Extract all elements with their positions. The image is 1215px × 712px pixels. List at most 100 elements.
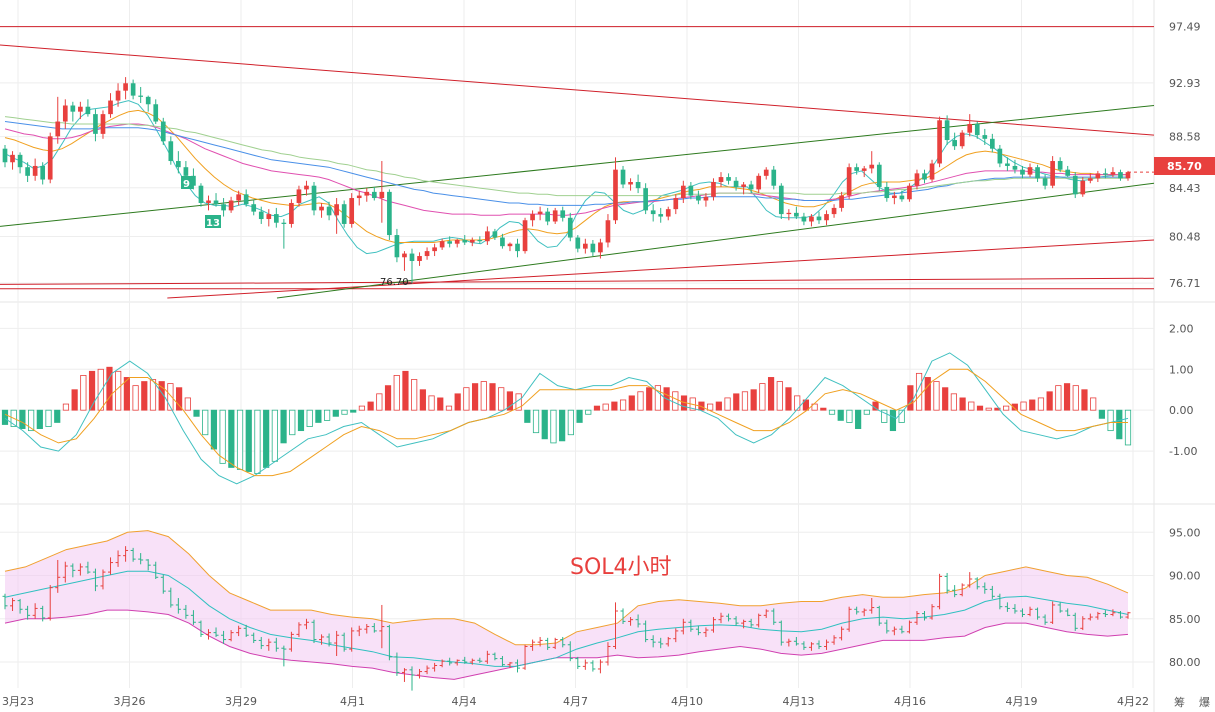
candle [944, 115, 950, 145]
macd-histogram-bar [828, 409, 836, 415]
ohlc-bar [507, 662, 513, 669]
ohlc-bar [138, 553, 144, 565]
ohlc-bar [2, 593, 8, 610]
candle-layer[interactable] [2, 77, 1131, 284]
candle [55, 96, 61, 144]
ohlc-bar [70, 563, 76, 578]
candle-body [786, 212, 792, 215]
ohlc-bar [47, 585, 53, 621]
candle-body [1057, 161, 1063, 170]
candle [507, 242, 513, 252]
candle-body [937, 120, 942, 164]
candle [349, 193, 355, 228]
candle-body [319, 206, 324, 211]
candle [394, 228, 400, 263]
macd-histogram-bar [332, 409, 339, 417]
macd-histogram-bar [280, 409, 287, 444]
macd-histogram-bar [445, 405, 453, 411]
candle-body [1027, 167, 1033, 175]
candle [1035, 164, 1040, 182]
macd-histogram-bar [654, 385, 662, 411]
ohlc-bar [854, 606, 860, 615]
macd-histogram-bar [263, 409, 270, 468]
candle [1050, 156, 1055, 189]
candle-body [1042, 178, 1048, 186]
macd-histogram-bar [1020, 401, 1027, 411]
candle [937, 116, 942, 168]
candle-body [756, 175, 762, 190]
candle-body [289, 202, 294, 224]
ohlc-bar [763, 609, 769, 618]
candle [1065, 165, 1071, 178]
candle-body [251, 204, 257, 212]
price-tick-label: 97.49 [1169, 21, 1201, 34]
macd-histogram-bar [724, 397, 731, 411]
macd-histogram-bar [45, 409, 52, 427]
ohlc-bar [205, 629, 211, 640]
ohlc-bar [937, 573, 943, 610]
candle-body [567, 217, 573, 238]
chips-label[interactable]: 筹 [1174, 695, 1185, 709]
candle-body [160, 121, 166, 142]
candle [1012, 159, 1018, 174]
macd-histogram-bar [358, 405, 366, 411]
macd-layer [1, 352, 1132, 485]
ohlc-bar [243, 624, 249, 637]
ohlc-bar [1057, 602, 1063, 613]
candle-body [40, 165, 46, 180]
candle-body [530, 214, 535, 221]
ohlc-bar [379, 604, 385, 649]
td-count-9: 9 [181, 176, 193, 190]
macd-histogram-bar [71, 389, 78, 411]
macd-histogram-bar [489, 383, 496, 411]
candle [876, 162, 882, 191]
trendline [0, 277, 1155, 285]
ohlc-bar [906, 620, 912, 634]
candle-body [387, 191, 392, 236]
candle [522, 217, 528, 254]
moving-average-line [4, 100, 1128, 255]
x-tick-label: 3月29 [225, 695, 257, 708]
price-tick-label: 88.58 [1169, 131, 1201, 144]
candle [1103, 168, 1108, 179]
candle-body [552, 210, 558, 222]
candle [515, 238, 520, 258]
ohlc-bar [10, 598, 16, 612]
candle [462, 235, 468, 245]
macd-histogram-bar [141, 381, 148, 411]
candle [831, 204, 837, 218]
candle-body [816, 216, 822, 221]
ohlc-bar [673, 628, 679, 643]
macd-histogram-bar [811, 403, 818, 411]
candle [168, 136, 174, 165]
ohlc-bar [1065, 608, 1071, 617]
macd-histogram-bar [959, 397, 966, 411]
candle [567, 212, 573, 242]
candle [85, 99, 91, 117]
ohlc-bar [334, 630, 340, 656]
candle [130, 79, 136, 100]
ohlc-bar [515, 659, 521, 673]
candle-body [696, 195, 701, 201]
candle-body [590, 243, 596, 253]
macd-histogram-bar [149, 379, 157, 411]
macd-histogram-bar [1046, 391, 1053, 411]
candle-body [824, 214, 829, 221]
ohlc-bar [756, 613, 762, 628]
candle [974, 121, 980, 139]
candle-body [1072, 175, 1078, 195]
macd-histogram-bar [924, 377, 931, 411]
ohlc-bar [1102, 610, 1108, 618]
candle-body [620, 169, 626, 185]
ohlc-bar [1050, 601, 1056, 624]
burst-label[interactable]: 爆 [1199, 695, 1210, 709]
candle [967, 114, 973, 137]
ohlc-bar [1087, 613, 1093, 621]
candle-body [1103, 173, 1108, 175]
ohlc-bar [575, 656, 581, 669]
macd-histogram-bar [976, 405, 984, 411]
candle [485, 226, 490, 245]
ohlc-bar [861, 608, 867, 617]
candle-body [680, 185, 686, 199]
